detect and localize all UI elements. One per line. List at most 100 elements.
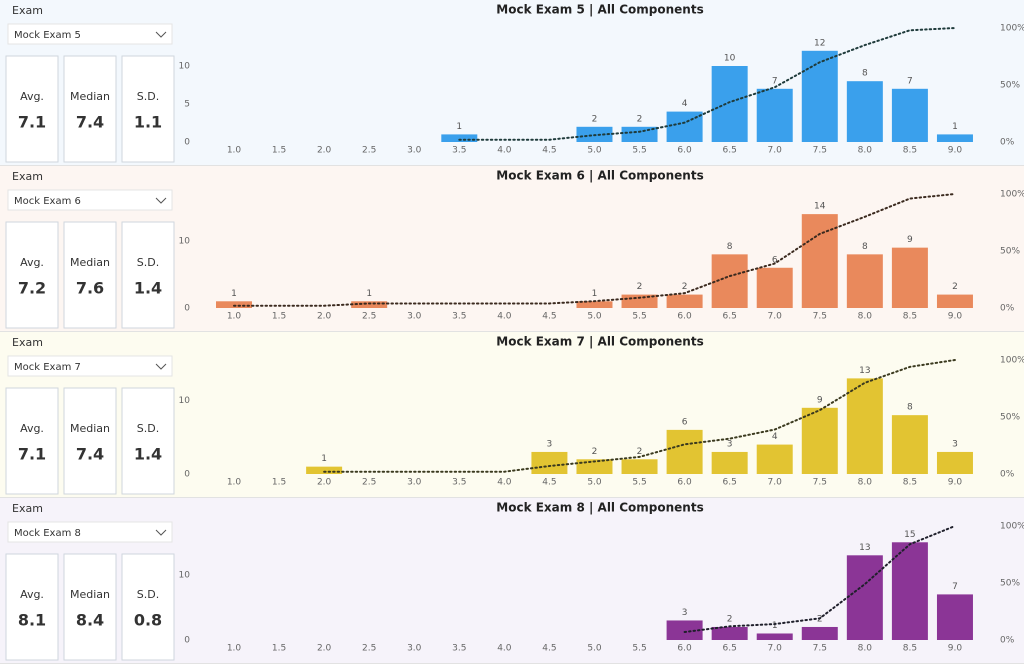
bar[interactable] — [936, 594, 973, 640]
bar[interactable] — [666, 620, 703, 640]
bar[interactable] — [846, 81, 883, 142]
x-tick-label: 3.0 — [407, 644, 422, 654]
y2-tick-label: 100% — [1000, 522, 1024, 532]
dropdown-chevron[interactable] — [155, 197, 167, 204]
dropdown-box[interactable] — [7, 521, 173, 543]
x-tick-label: 2.5 — [362, 312, 376, 322]
kpi-label: S.D. — [137, 422, 159, 435]
data-label: 8 — [907, 403, 913, 413]
x-tick-label: 7.0 — [768, 478, 783, 488]
x-tick-label: 3.0 — [407, 312, 422, 322]
y2-tick-label: 100% — [1000, 190, 1024, 200]
bar[interactable] — [801, 626, 838, 640]
kpi-label: S.D. — [137, 588, 159, 601]
data-label: 14 — [814, 202, 826, 212]
dropdown-value[interactable]: Mock Exam 8 — [14, 528, 81, 539]
data-label: 2 — [637, 447, 643, 457]
x-tick-label: 6.0 — [677, 478, 692, 488]
data-label: 1 — [456, 122, 462, 132]
x-tick-label: 6.5 — [722, 478, 736, 488]
bar[interactable] — [576, 301, 613, 308]
bar[interactable] — [801, 50, 838, 142]
dropdown-chevron[interactable] — [155, 31, 167, 38]
data-label: 2 — [817, 614, 823, 624]
x-tick-label: 6.5 — [722, 644, 736, 654]
bar[interactable] — [891, 415, 928, 474]
bar[interactable] — [801, 407, 838, 474]
dropdown-value[interactable]: Mock Exam 6 — [14, 196, 81, 207]
bar[interactable] — [936, 451, 973, 474]
x-tick-label: 4.5 — [542, 478, 556, 488]
kpi-card — [121, 553, 175, 661]
kpi-value: 8.4 — [76, 611, 104, 630]
x-tick-label: 7.0 — [768, 146, 783, 156]
bar[interactable] — [531, 451, 568, 474]
dropdown[interactable]: Mock Exam 8 — [7, 521, 173, 543]
dropdown-box[interactable] — [7, 355, 173, 377]
bar[interactable] — [891, 88, 928, 142]
x-tick-label: 6.0 — [677, 146, 692, 156]
bar[interactable] — [846, 555, 883, 640]
dropdown-chevron[interactable] — [155, 363, 167, 370]
bar[interactable] — [621, 459, 658, 474]
bar[interactable] — [936, 134, 973, 142]
bar[interactable] — [846, 378, 883, 474]
bar[interactable] — [756, 444, 793, 474]
x-tick-label: 1.5 — [272, 644, 286, 654]
kpi-card — [63, 55, 117, 163]
bar[interactable] — [306, 466, 343, 474]
bar[interactable] — [891, 247, 928, 308]
data-label: 13 — [859, 366, 870, 376]
cumulative-line — [323, 359, 956, 473]
data-label: 2 — [637, 114, 643, 124]
bar[interactable] — [891, 542, 928, 640]
x-tick-label: 8.5 — [903, 644, 917, 654]
bar[interactable] — [666, 429, 703, 474]
dropdown[interactable]: Mock Exam 7 — [7, 355, 173, 377]
kpi-label: Median — [70, 422, 110, 435]
bar[interactable] — [666, 294, 703, 308]
kpi-value: 1.4 — [134, 445, 162, 464]
dropdown-box[interactable] — [7, 189, 173, 211]
kpi-card — [5, 387, 59, 495]
x-tick-label: 2.5 — [362, 146, 376, 156]
bar[interactable] — [756, 88, 793, 142]
x-tick-label: 4.5 — [542, 312, 556, 322]
data-label: 10 — [724, 54, 736, 64]
bar[interactable] — [711, 451, 748, 474]
dropdown[interactable]: Mock Exam 6 — [7, 189, 173, 211]
bar[interactable] — [756, 633, 793, 640]
data-label: 2 — [592, 114, 598, 124]
bar[interactable] — [441, 134, 478, 142]
bar[interactable] — [846, 254, 883, 308]
y-tick-label: 10 — [179, 236, 191, 246]
dropdown-box[interactable] — [7, 23, 173, 45]
kpi-card — [63, 221, 117, 329]
dropdown-value[interactable]: Mock Exam 5 — [14, 30, 81, 41]
bar[interactable] — [351, 301, 388, 308]
dropdown-chevron[interactable] — [155, 529, 167, 536]
y-tick-label: 0 — [184, 470, 190, 480]
kpi-value: 7.1 — [18, 113, 46, 132]
x-tick-label: 8.0 — [858, 478, 873, 488]
kpi-label: S.D. — [137, 90, 159, 103]
kpi-card — [121, 55, 175, 163]
cumulative-line — [683, 525, 956, 634]
x-tick-label: 1.0 — [227, 146, 242, 156]
data-label: 3 — [952, 439, 958, 449]
y-tick-label: 0 — [184, 138, 190, 148]
bar[interactable] — [216, 301, 252, 308]
bar[interactable] — [936, 294, 973, 308]
bar[interactable] — [756, 267, 793, 308]
dropdown[interactable]: Mock Exam 5 — [7, 23, 173, 45]
dropdown-value[interactable]: Mock Exam 7 — [14, 362, 81, 373]
kpi-label: Avg. — [20, 256, 44, 269]
x-tick-label: 4.5 — [542, 644, 556, 654]
kpi-value: 7.2 — [18, 279, 46, 298]
data-label: 1 — [772, 621, 778, 631]
bar[interactable] — [711, 626, 748, 640]
bar[interactable] — [711, 66, 748, 142]
slicer-label: Exam — [12, 4, 43, 17]
y-tick-label: 5 — [184, 100, 190, 110]
